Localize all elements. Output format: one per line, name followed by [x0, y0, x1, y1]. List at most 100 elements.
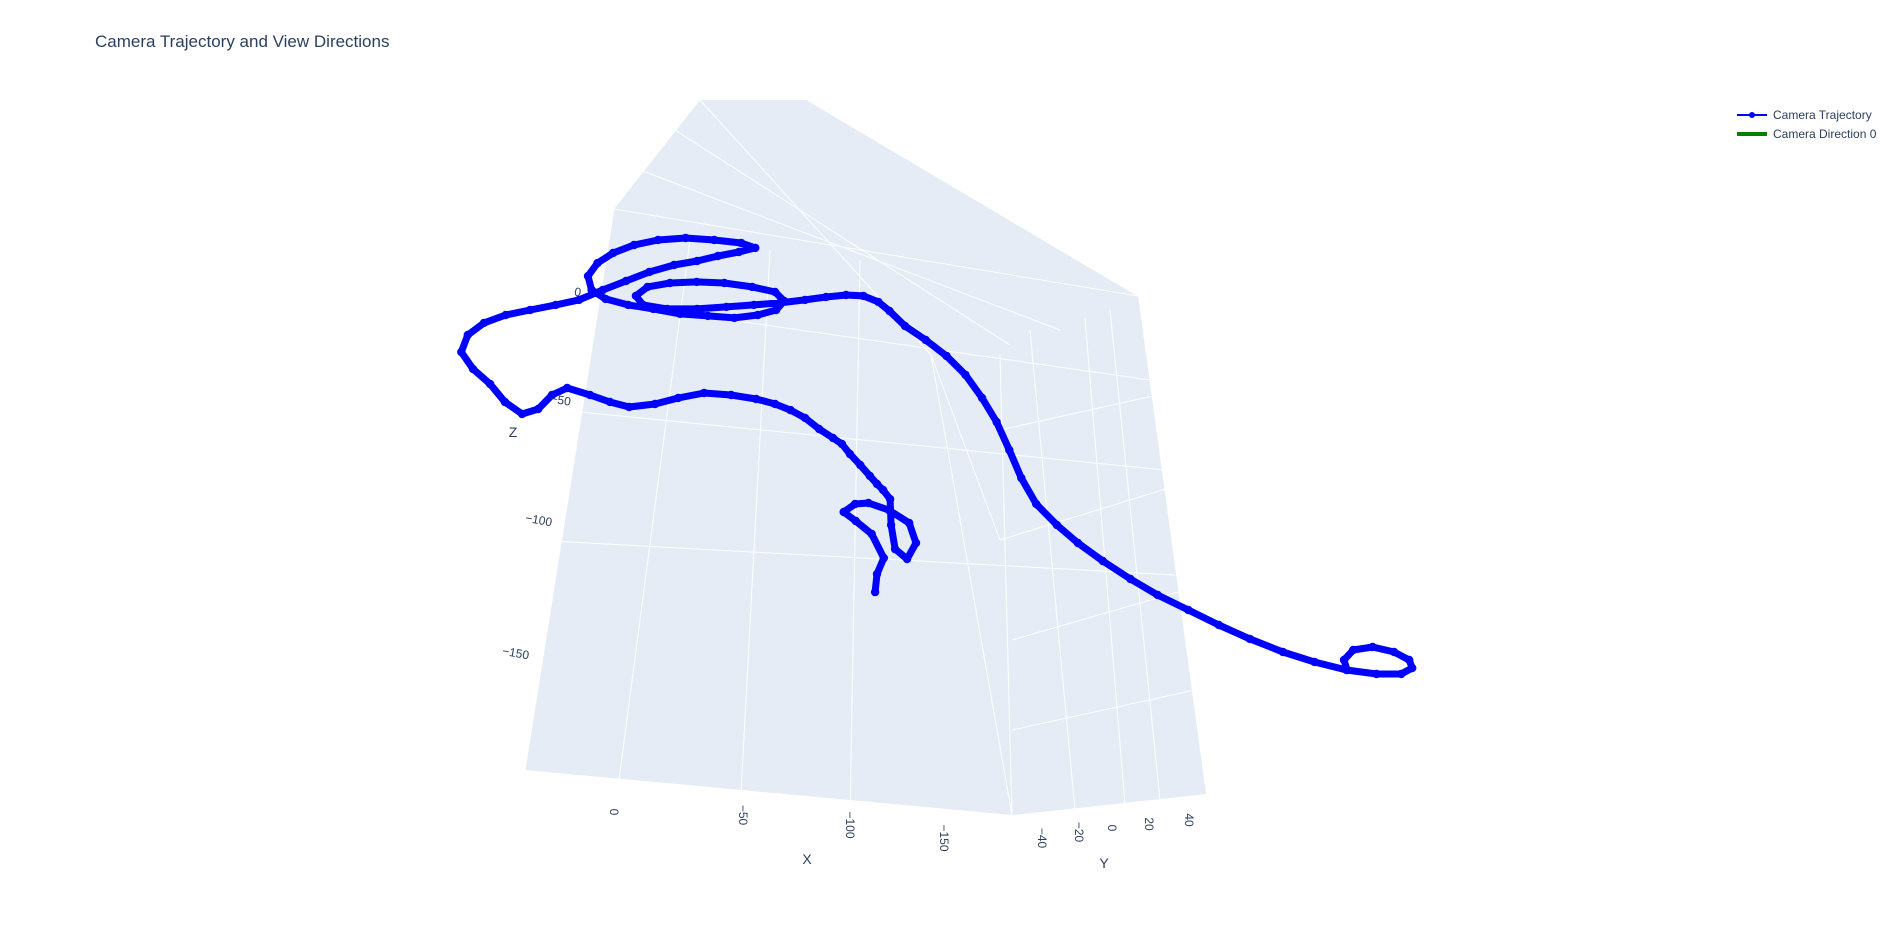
trajectory-point — [872, 479, 882, 489]
trajectory-point — [457, 347, 466, 357]
trajectory-point — [517, 409, 527, 419]
trajectory-point — [1032, 499, 1041, 509]
grid-line — [739, 249, 771, 813]
trajectory-point — [872, 569, 882, 579]
axis-panes — [525, 100, 1206, 815]
trajectory-point — [720, 278, 729, 288]
grid-line — [999, 479, 1196, 541]
trajectory-point — [851, 516, 860, 526]
trajectory-point — [722, 302, 731, 312]
trajectory-point — [692, 304, 702, 314]
trajectory-point — [921, 335, 930, 345]
trajectory-point — [839, 507, 848, 517]
trajectory-point — [1310, 657, 1319, 667]
trajectory-legend-icon — [1737, 108, 1767, 122]
legend-item-trajectory[interactable]: Camera Trajectory — [1737, 105, 1876, 124]
trajectory-point — [884, 505, 894, 515]
trajectory-point — [669, 260, 679, 270]
z-tick-label: −50 — [549, 391, 572, 408]
trajectory-point — [525, 305, 535, 315]
trajectory-point — [593, 258, 602, 268]
tick-labels: 0 −50 −100 −150 0 −50 −100 −150 −40 −20 0 20 40 — [501, 285, 1196, 852]
trajectory-point — [902, 554, 912, 564]
trajectory-point — [598, 285, 607, 295]
trajectory-point — [837, 439, 847, 449]
trajectory-point — [737, 238, 746, 248]
trajectory-point — [479, 318, 489, 328]
trajectory-point — [1372, 669, 1381, 679]
trajectory-point — [749, 300, 758, 310]
trajectory-point — [992, 417, 1001, 427]
trajectory-point — [890, 544, 900, 554]
trajectory-point — [885, 306, 894, 316]
trajectory-point — [500, 397, 510, 407]
trajectory-point — [665, 278, 675, 288]
direction-legend-icon — [1737, 127, 1767, 141]
trajectory-point — [845, 449, 855, 459]
trajectory-point — [747, 282, 757, 292]
trajectory-point — [551, 300, 560, 310]
grid-line — [613, 208, 1139, 297]
trajectory-point — [1245, 634, 1255, 644]
y-tick-label: 20 — [1142, 817, 1156, 831]
y-tick-label: 40 — [1182, 813, 1196, 827]
trajectory-point — [867, 529, 876, 539]
trajectory-point — [734, 247, 744, 257]
trajectory-point — [856, 460, 865, 470]
trajectory-point — [874, 297, 883, 307]
grid-line — [1011, 689, 1196, 731]
grid-line — [806, 99, 1139, 297]
trajectory-point — [692, 277, 701, 287]
grid-lines — [524, 99, 1196, 816]
trajectory-point — [726, 390, 736, 400]
z-axis-title: Z — [509, 424, 518, 440]
trajectory-point — [629, 240, 639, 250]
trajectory-point — [1405, 655, 1414, 665]
trajectory-point — [547, 390, 557, 400]
trajectory-point — [583, 271, 593, 281]
trajectory-point — [850, 499, 860, 509]
trajectory-point — [605, 397, 615, 407]
trajectory-point — [1408, 663, 1417, 673]
x-tick-label: −150 — [937, 824, 951, 851]
trajectory-point — [753, 310, 762, 320]
trajectory-point — [1368, 642, 1377, 652]
trajectory-point — [574, 295, 584, 305]
legend-label-direction-0: Camera Direction 0 — [1773, 126, 1877, 141]
trajectory-point — [463, 330, 472, 340]
trajectory-point — [870, 587, 880, 597]
trajectory-point — [485, 379, 495, 389]
grid-line — [531, 539, 1176, 576]
trajectory-point — [751, 394, 761, 404]
chart-title: Camera Trajectory and View Directions — [95, 32, 390, 51]
grid-line — [614, 239, 691, 811]
trajectory-point — [1184, 605, 1193, 615]
trajectory-point — [713, 251, 723, 261]
trajectory-point — [828, 433, 838, 443]
trajectory-point — [821, 292, 831, 302]
trajectory-point — [864, 498, 873, 508]
trajectory-point — [905, 518, 914, 528]
trajectory-point — [534, 404, 543, 414]
legend-label-trajectory: Camera Trajectory — [1773, 107, 1872, 122]
trajectory-point — [879, 553, 888, 563]
trajectory-point — [608, 248, 618, 258]
x-tick-label: −50 — [736, 805, 750, 826]
trajectory-point — [1005, 445, 1014, 455]
trajectory-point — [977, 393, 987, 403]
trajectory-point — [710, 235, 719, 245]
trajectory-point — [1397, 669, 1406, 679]
trajectory-point — [730, 313, 739, 323]
trajectory-point — [786, 405, 795, 415]
trajectory-point — [699, 388, 709, 398]
trajectory-point — [911, 538, 921, 548]
trajectory-point — [1342, 665, 1352, 675]
grid-line — [559, 409, 1166, 471]
trajectory-point — [961, 370, 970, 380]
legend-item-direction-0[interactable]: Camera Direction 0 — [1737, 124, 1876, 143]
trajectory-point — [800, 295, 810, 305]
trajectory-point — [587, 285, 596, 295]
trajectory-point — [841, 290, 851, 300]
x-axis-title: X — [802, 851, 812, 867]
